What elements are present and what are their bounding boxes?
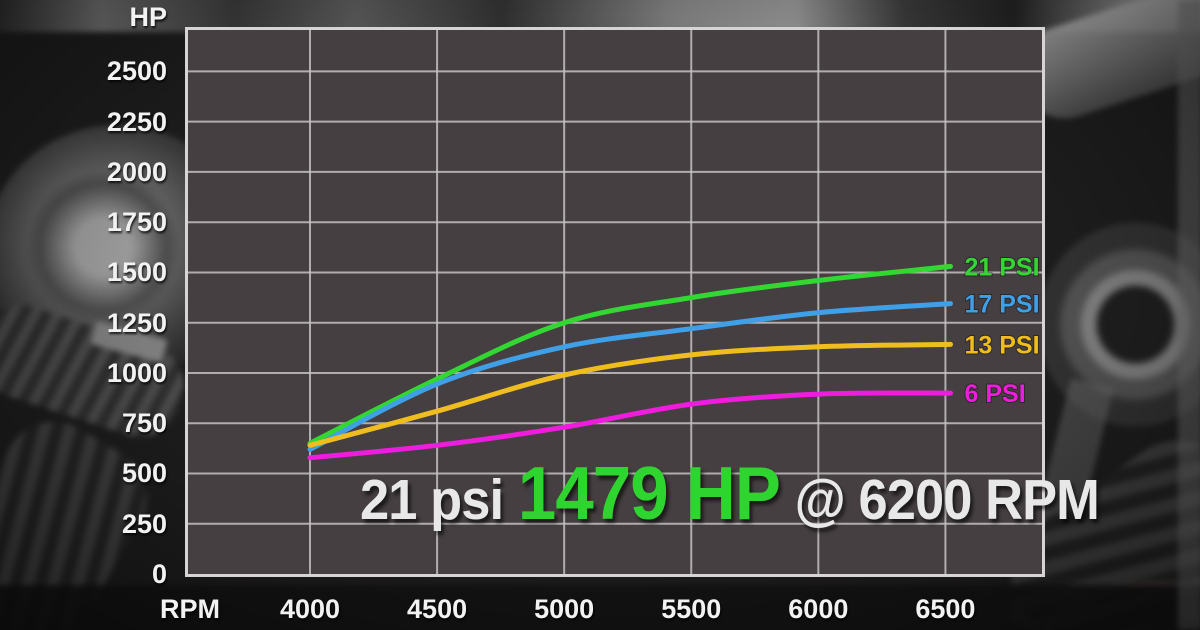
chart-plot-area: 21 PSI 17 PSI 13 PSI 6 PSI [185, 27, 1045, 577]
caption-rpm-label: @ 6200 RPM [794, 468, 1100, 532]
y-tick-label-2500: 2500 [106, 56, 167, 87]
y-tick-label-750: 750 [121, 408, 167, 439]
y-tick-label-1250: 1250 [106, 307, 167, 338]
series-line-21-psi [307, 263, 953, 446]
peak-power-caption: 21 psi 1479 HP @ 6200 RPM [360, 451, 1100, 535]
turbo-inlet-shape [28, 172, 178, 322]
engine-bottom-shadow [0, 585, 1200, 630]
y-tick-label-250: 250 [121, 508, 167, 539]
y-tick-label-2250: 2250 [106, 106, 167, 137]
chart-svg: 21 PSI 17 PSI 13 PSI 6 PSI [188, 30, 1042, 574]
y-tick-label-0: 0 [151, 559, 167, 589]
legend-label-13-psi: 13 PSI [965, 331, 1040, 359]
series-line-17-psi [307, 301, 953, 452]
y-tick-label-2000: 2000 [106, 156, 167, 187]
x-tick-label-6000: 6000 [788, 594, 849, 624]
y-tick-label-500: 500 [121, 458, 167, 489]
engine-edge-highlight [1178, 0, 1200, 630]
x-tick-label-5000: 5000 [534, 594, 595, 624]
caption-boost-label: 21 psi [360, 468, 504, 532]
pulley-shape [1038, 222, 1200, 427]
legend-label-6-psi: 6 PSI [965, 380, 1026, 408]
legend-label-17-psi: 17 PSI [965, 291, 1040, 319]
y-tick-label-1750: 1750 [106, 207, 167, 238]
series-line-6-psi [307, 390, 953, 461]
x-tick-label-4000: 4000 [279, 594, 341, 624]
series-line-13-psi [307, 341, 953, 448]
x-tick-label-4500: 4500 [407, 594, 468, 624]
x-tick-label-6500: 6500 [915, 594, 976, 624]
x-tick-label-5500: 5500 [661, 594, 722, 624]
legend-label-21-psi: 21 PSI [965, 253, 1040, 281]
y-tick-label-1500: 1500 [106, 257, 167, 288]
engine-top-machinery [0, 0, 1200, 32]
x-axis-title: RPM [160, 594, 220, 624]
y-axis-title: HP [129, 2, 167, 32]
caption-hp-value: 1479 HP [517, 451, 781, 535]
y-tick-label-1000: 1000 [106, 357, 167, 388]
